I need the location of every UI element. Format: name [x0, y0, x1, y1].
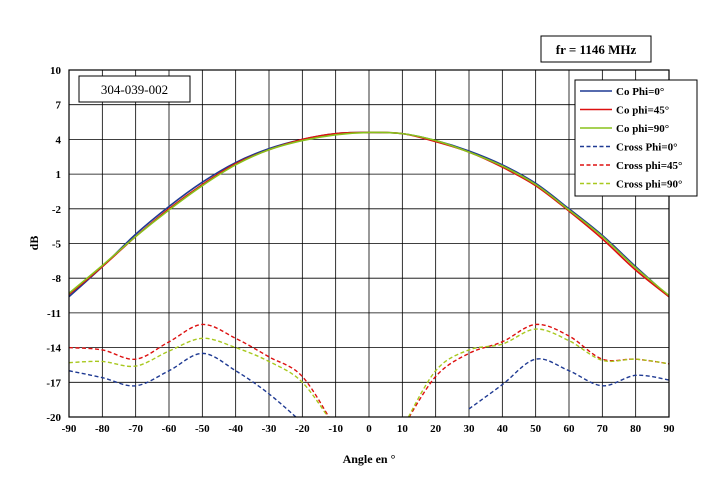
y-tick-label: 10 — [50, 65, 62, 77]
x-tick-label: -10 — [328, 423, 343, 435]
y-axis-title: dB — [27, 236, 41, 251]
x-tick-label: 80 — [630, 423, 642, 435]
x-tick-label: 10 — [397, 423, 409, 435]
x-tick-label: 40 — [497, 423, 509, 435]
x-tick-label: -60 — [162, 423, 177, 435]
y-tick-label: -8 — [52, 273, 62, 285]
legend: Co Phi=0° Co phi=45° Co phi=90° Cross Phi=0… — [574, 79, 698, 197]
x-tick-label: -50 — [195, 423, 210, 435]
x-tick-label: -40 — [228, 423, 243, 435]
legend-entry: Cross phi=45° — [616, 160, 682, 172]
x-tick-label: 30 — [464, 423, 476, 435]
x-tick-label: -80 — [95, 423, 110, 435]
y-tick-label: -2 — [52, 204, 62, 216]
y-tick-label: -14 — [46, 343, 61, 355]
x-tick-label: 60 — [564, 423, 576, 435]
x-tick-label: -90 — [62, 423, 77, 435]
y-tick-label: -5 — [52, 239, 62, 251]
x-tick-label: 0 — [366, 423, 372, 435]
x-tick-label: 90 — [664, 423, 676, 435]
series-line-6 — [69, 337, 329, 417]
y-tick-label: 1 — [56, 169, 62, 181]
y-tick-label: 7 — [56, 100, 62, 112]
series-lines — [69, 131, 669, 417]
legend-entry: Co phi=45° — [616, 105, 669, 117]
series-line-4 — [468, 358, 669, 410]
legend-entry: Co Phi=0° — [616, 86, 664, 98]
legend-entry: Cross Phi=0° — [616, 142, 678, 154]
x-tick-label: -20 — [295, 423, 310, 435]
y-tick-label: 4 — [56, 134, 62, 146]
x-tick-label: 70 — [597, 423, 609, 435]
y-tick-label: -11 — [47, 308, 61, 320]
y-tick-label: -20 — [46, 412, 61, 424]
series-line-5 — [69, 323, 330, 417]
x-tick-label: -30 — [262, 423, 277, 435]
model-label: 304-039-002 — [101, 82, 168, 97]
x-tick-label: 20 — [430, 423, 442, 435]
x-tick-label: -70 — [128, 423, 143, 435]
legend-entry: Co phi=90° — [616, 123, 669, 135]
x-tick-labels: -90 -80 -70 -60 -50 -40 -30 -20 -10 0 10 20 30 40 50 60… — [62, 423, 675, 435]
x-axis-title: Angle en ° — [343, 452, 396, 466]
plot-border — [68, 69, 670, 418]
x-tick-label: 50 — [530, 423, 542, 435]
y-tick-label: -17 — [46, 377, 61, 389]
legend-entry: Cross phi=90° — [616, 179, 682, 191]
model-label-box: 304-039-002 — [78, 75, 191, 103]
y-tick-labels: 10 7 4 1 -2 -5 -8 -11 -14 -17 -20 — [46, 65, 61, 424]
series-line-3 — [69, 131, 669, 297]
frequency-label: fr = 1146 MHz — [556, 42, 637, 57]
series-line-4 — [69, 352, 297, 417]
series-line-6 — [407, 328, 669, 417]
frequency-label-box: fr = 1146 MHz — [540, 35, 652, 63]
